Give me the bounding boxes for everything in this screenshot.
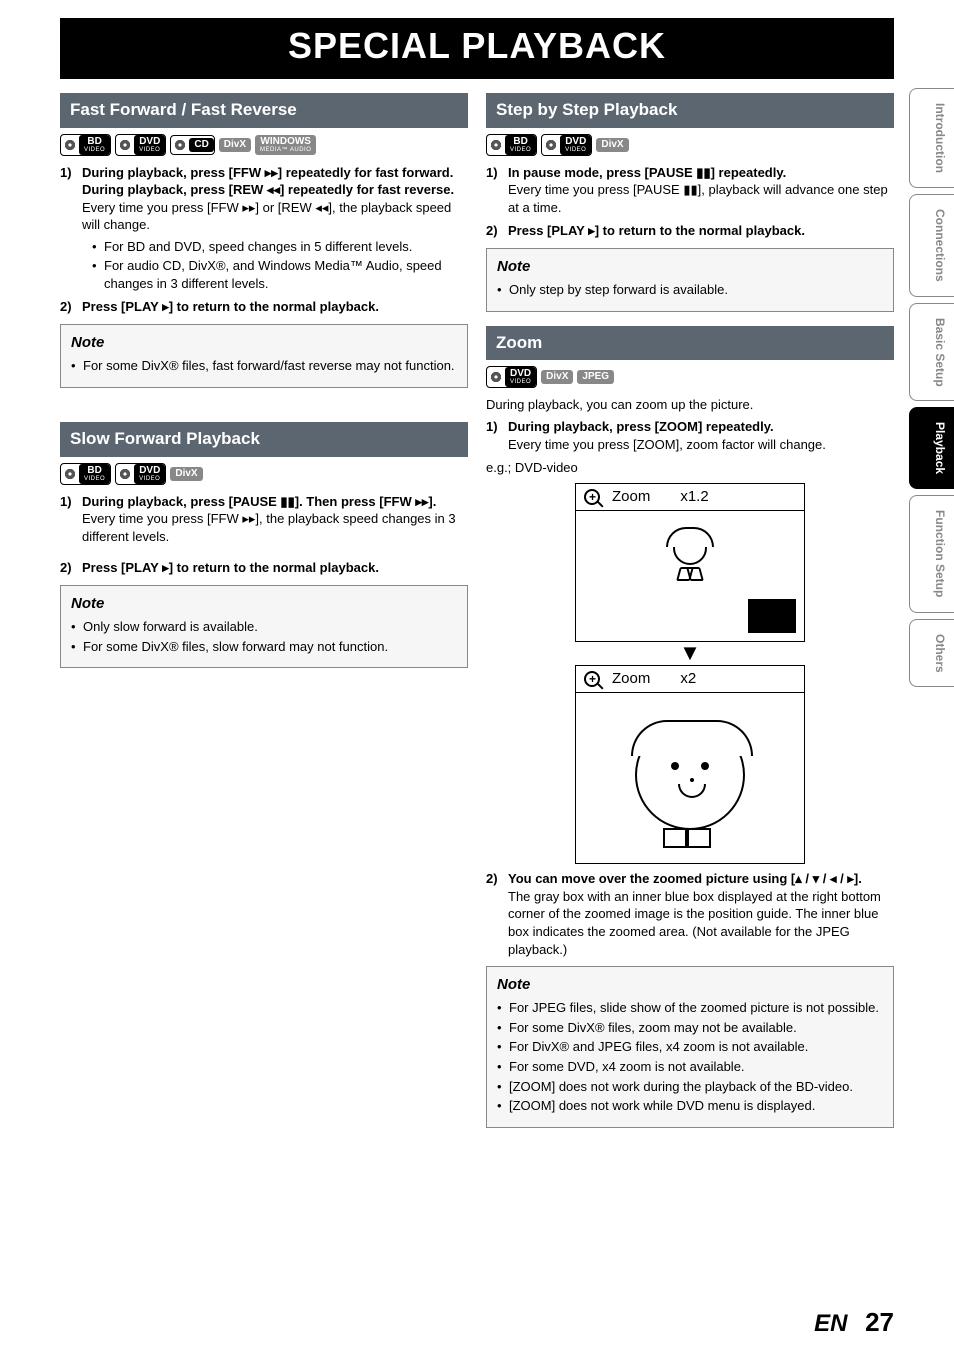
badge-bd: BDVIDEO bbox=[505, 135, 536, 155]
zoom-example-label: e.g.; DVD-video bbox=[486, 459, 894, 477]
step-number: 1) bbox=[60, 164, 72, 182]
zoom-step2-line1: You can move over the zoomed picture usi… bbox=[508, 870, 894, 888]
tab-others[interactable]: Others bbox=[909, 619, 954, 688]
step-step2: Press [PLAY ▸] to return to the normal p… bbox=[508, 223, 805, 238]
ff-step1-line1: During playback, press [FFW ▸▸] repeated… bbox=[82, 164, 468, 182]
note-title: Note bbox=[71, 333, 457, 353]
magnifier-icon bbox=[584, 671, 600, 687]
character-illustration bbox=[660, 531, 720, 621]
zoom-step2-detail: The gray box with an inner blue box disp… bbox=[508, 888, 894, 958]
slow-note-1: Only slow forward is available. bbox=[71, 618, 457, 636]
badge-divx: DivX bbox=[219, 138, 251, 152]
content-area: Fast Forward / Fast Reverse BDVIDEO DVDV… bbox=[0, 93, 954, 1142]
zoom-note-3: For DivX® and JPEG files, x4 zoom is not… bbox=[497, 1038, 883, 1056]
slow-step1-detail: Every time you press [FFW ▸▸], the playb… bbox=[82, 510, 468, 545]
step-number: 2) bbox=[60, 298, 72, 316]
magnifier-icon bbox=[584, 489, 600, 505]
badge-cd: CD bbox=[189, 138, 213, 152]
badge-dvd: DVDVIDEO bbox=[134, 464, 165, 484]
zoom-note: Note For JPEG files, slide show of the z… bbox=[486, 966, 894, 1128]
badge-bd: BDVIDEO bbox=[79, 135, 110, 155]
zoom-figure-2: Zoom x2 bbox=[575, 665, 805, 864]
note-title: Note bbox=[497, 975, 883, 995]
zoom-steps: 1) During playback, press [ZOOM] repeate… bbox=[486, 418, 894, 453]
slow-steps: 1) During playback, press [PAUSE ▮▮]. Th… bbox=[60, 493, 468, 577]
slow-step1-line1: During playback, press [PAUSE ▮▮]. Then … bbox=[82, 493, 468, 511]
zoom-badges: DVDVIDEO DivX JPEG bbox=[486, 366, 894, 388]
step-number: 2) bbox=[486, 870, 498, 888]
down-arrow-icon: ▼ bbox=[486, 646, 894, 659]
zoom-note-6: [ZOOM] does not work while DVD menu is d… bbox=[497, 1097, 883, 1115]
ff-step2: Press [PLAY ▸] to return to the normal p… bbox=[82, 299, 379, 314]
ff-badges: BDVIDEO DVDVIDEO CD DivX WINDOWSMEDIA™ A… bbox=[60, 134, 468, 156]
zoom-step1-line1: During playback, press [ZOOM] repeatedly… bbox=[508, 418, 894, 436]
side-tabs: Introduction Connections Basic Setup Pla… bbox=[909, 88, 954, 687]
position-guide bbox=[748, 599, 796, 633]
step-step1-line1: In pause mode, press [PAUSE ▮▮] repeated… bbox=[508, 164, 894, 182]
zoom-fig2-value: x2 bbox=[680, 669, 696, 689]
ff-note: Note For some DivX® files, fast forward/… bbox=[60, 324, 468, 388]
zoom-intro: During playback, you can zoom up the pic… bbox=[486, 396, 894, 414]
badge-dvd: DVDVIDEO bbox=[134, 135, 165, 155]
footer-lang: EN bbox=[814, 1310, 847, 1337]
left-column: Fast Forward / Fast Reverse BDVIDEO DVDV… bbox=[60, 93, 468, 1142]
step-badges: BDVIDEO DVDVIDEO DivX bbox=[486, 134, 894, 156]
badge-wma: WINDOWSMEDIA™ AUDIO bbox=[255, 135, 316, 155]
slow-step2: Press [PLAY ▸] to return to the normal p… bbox=[82, 560, 379, 575]
badge-bd: BDVIDEO bbox=[79, 464, 110, 484]
zoom-fig1-label: Zoom bbox=[612, 487, 650, 507]
ff-step1-line2: During playback, press [REW ◂◂] repeated… bbox=[82, 181, 468, 199]
badge-divx: DivX bbox=[170, 467, 202, 481]
slow-note-2: For some DivX® files, slow forward may n… bbox=[71, 638, 457, 656]
section-slow-header: Slow Forward Playback bbox=[60, 422, 468, 457]
zoom-fig2-label: Zoom bbox=[612, 669, 650, 689]
step-note-1: Only step by step forward is available. bbox=[497, 281, 883, 299]
step-number: 2) bbox=[486, 222, 498, 240]
right-column: Step by Step Playback BDVIDEO DVDVIDEO D… bbox=[486, 93, 894, 1142]
section-fast-forward-header: Fast Forward / Fast Reverse bbox=[60, 93, 468, 128]
step-number: 1) bbox=[60, 493, 72, 511]
zoom-note-5: [ZOOM] does not work during the playback… bbox=[497, 1078, 883, 1096]
note-title: Note bbox=[71, 594, 457, 614]
step-number: 1) bbox=[486, 418, 498, 436]
tab-introduction[interactable]: Introduction bbox=[909, 88, 954, 188]
step-step1-detail: Every time you press [PAUSE ▮▮], playbac… bbox=[508, 181, 894, 216]
ff-bullet-1: For BD and DVD, speed changes in 5 diffe… bbox=[92, 238, 468, 256]
step-note: Note Only step by step forward is availa… bbox=[486, 248, 894, 312]
step-number: 2) bbox=[60, 559, 72, 577]
slow-note: Note Only slow forward is available. For… bbox=[60, 585, 468, 668]
ff-note-item: For some DivX® files, fast forward/fast … bbox=[71, 357, 457, 375]
note-title: Note bbox=[497, 257, 883, 277]
zoom-fig1-value: x1.2 bbox=[680, 487, 708, 507]
zoom-note-4: For some DVD, x4 zoom is not available. bbox=[497, 1058, 883, 1076]
badge-dvd: DVDVIDEO bbox=[560, 135, 591, 155]
zoom-note-2: For some DivX® files, zoom may not be av… bbox=[497, 1019, 883, 1037]
step-number: 1) bbox=[486, 164, 498, 182]
badge-jpeg: JPEG bbox=[577, 370, 614, 384]
section-step-header: Step by Step Playback bbox=[486, 93, 894, 128]
page-footer: EN 27 bbox=[814, 1305, 894, 1340]
page-title: SPECIAL PLAYBACK bbox=[60, 18, 894, 79]
zoom-figure-1: Zoom x1.2 bbox=[575, 483, 805, 642]
zoom-note-1: For JPEG files, slide show of the zoomed… bbox=[497, 999, 883, 1017]
badge-divx: DivX bbox=[596, 138, 628, 152]
tab-basic-setup[interactable]: Basic Setup bbox=[909, 303, 954, 402]
character-illustration-zoomed bbox=[635, 720, 745, 830]
badge-dvd: DVDVIDEO bbox=[505, 367, 536, 387]
footer-page-number: 27 bbox=[865, 1307, 894, 1337]
badge-divx: DivX bbox=[541, 370, 573, 384]
ff-steps: 1) During playback, press [FFW ▸▸] repea… bbox=[60, 164, 468, 316]
ff-step1-detail: Every time you press [FFW ▸▸] or [REW ◂◂… bbox=[82, 199, 468, 234]
tab-function-setup[interactable]: Function Setup bbox=[909, 495, 954, 612]
tab-connections[interactable]: Connections bbox=[909, 194, 954, 297]
slow-badges: BDVIDEO DVDVIDEO DivX bbox=[60, 463, 468, 485]
step-steps: 1) In pause mode, press [PAUSE ▮▮] repea… bbox=[486, 164, 894, 240]
ff-bullet-2: For audio CD, DivX®, and Windows Media™ … bbox=[92, 257, 468, 292]
zoom-step1-detail: Every time you press [ZOOM], zoom factor… bbox=[508, 436, 894, 454]
tab-playback[interactable]: Playback bbox=[909, 407, 954, 489]
zoom-steps-2: 2) You can move over the zoomed picture … bbox=[486, 870, 894, 958]
section-zoom-header: Zoom bbox=[486, 326, 894, 361]
